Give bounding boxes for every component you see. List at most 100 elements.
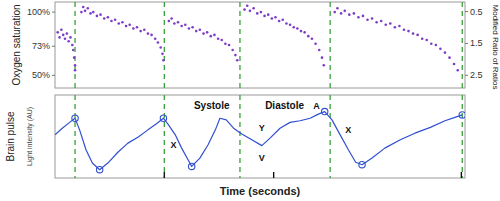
data-point	[66, 32, 69, 35]
data-point	[314, 42, 317, 45]
reference-line	[462, 95, 463, 178]
data-point	[92, 11, 95, 14]
data-point	[439, 47, 442, 50]
data-point	[147, 32, 150, 35]
data-point	[263, 15, 266, 18]
circled-point	[459, 112, 465, 118]
data-point	[394, 26, 397, 29]
data-point	[271, 17, 274, 20]
data-point	[456, 69, 459, 72]
y2-tick	[465, 11, 468, 12]
data-point	[80, 11, 83, 14]
data-point	[74, 69, 77, 72]
data-point	[99, 13, 102, 16]
y-tick	[52, 46, 55, 47]
data-point	[125, 25, 128, 28]
reference-line	[164, 2, 165, 88]
circled-point	[72, 115, 78, 121]
x-tick	[164, 172, 165, 178]
data-point	[340, 12, 343, 15]
y2-tick	[465, 75, 468, 76]
data-point	[150, 34, 153, 37]
data-point	[322, 64, 325, 67]
data-point	[60, 29, 63, 32]
data-point	[371, 17, 374, 20]
y2-tick-label: 1.5	[470, 38, 483, 48]
data-point	[217, 37, 220, 40]
reference-line	[330, 2, 331, 88]
data-point	[73, 56, 76, 59]
data-point	[117, 22, 120, 25]
data-point	[267, 13, 270, 16]
y2-tick	[465, 43, 468, 44]
data-point	[362, 15, 365, 18]
data-point	[161, 53, 164, 56]
data-point	[191, 26, 194, 29]
data-point	[82, 6, 85, 9]
data-point	[69, 36, 72, 39]
data-point	[311, 37, 314, 40]
data-point	[336, 7, 339, 10]
data-point	[236, 59, 239, 62]
data-point	[72, 49, 75, 52]
plot-area	[55, 95, 465, 178]
data-point	[62, 34, 65, 37]
x-axis-title: Time (seconds)	[220, 185, 301, 197]
y-tick	[52, 12, 55, 13]
data-point	[260, 11, 263, 14]
annotation: Diastole	[265, 100, 304, 111]
data-point	[220, 39, 223, 42]
data-point	[228, 44, 231, 47]
data-point	[348, 13, 351, 16]
data-point	[357, 16, 360, 19]
reference-line	[330, 95, 331, 178]
annotation: X	[170, 140, 176, 150]
data-line	[55, 112, 462, 170]
data-point	[274, 16, 277, 19]
reference-line	[239, 95, 240, 178]
data-point	[64, 37, 67, 40]
data-point	[398, 25, 401, 28]
data-point	[195, 30, 198, 33]
data-point	[453, 63, 456, 66]
annotation: Y	[259, 123, 265, 133]
data-point	[162, 59, 165, 62]
y-tick	[52, 75, 55, 76]
data-point	[412, 32, 415, 35]
data-point	[213, 34, 216, 37]
data-point	[157, 41, 160, 44]
x-tick	[273, 172, 274, 178]
y2-tick-label: 2.5	[470, 70, 483, 80]
data-point	[224, 42, 227, 45]
data-point	[177, 21, 180, 24]
data-point	[159, 46, 162, 49]
data-point	[74, 64, 77, 67]
plot-frame	[55, 2, 465, 88]
data-point	[249, 10, 252, 13]
data-point	[448, 56, 451, 59]
data-point	[333, 11, 336, 14]
data-point	[168, 20, 171, 23]
data-point	[389, 22, 392, 25]
data-point	[180, 25, 183, 28]
annotation: X	[345, 125, 351, 135]
data-point	[289, 23, 292, 26]
data-point	[231, 49, 234, 52]
data-point	[67, 40, 70, 43]
data-point	[170, 17, 173, 20]
data-point	[366, 18, 369, 21]
data-point	[246, 4, 249, 7]
data-point	[321, 56, 324, 59]
data-point	[210, 35, 213, 38]
data-point	[96, 15, 99, 18]
circled-point	[160, 115, 166, 121]
y-tick-label: 73%	[32, 41, 50, 51]
circled-point	[359, 162, 365, 168]
data-point	[71, 44, 74, 47]
data-point	[425, 39, 428, 42]
y-tick-label: 50%	[32, 70, 50, 80]
data-point	[407, 30, 410, 33]
y2-tick-label: 0.5	[470, 7, 483, 17]
data-point	[444, 51, 447, 54]
annotation: A	[313, 101, 320, 111]
